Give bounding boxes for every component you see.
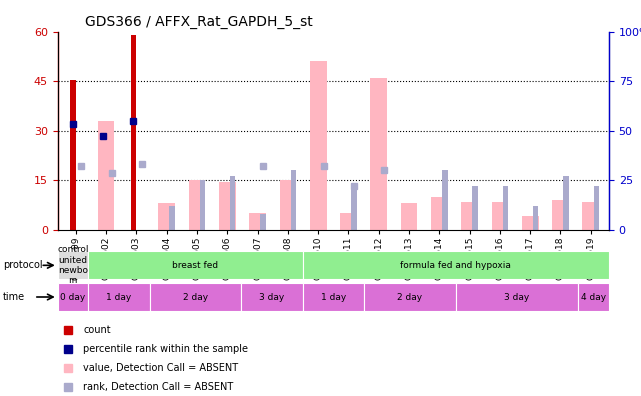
Bar — [158, 203, 175, 230]
Bar — [242, 283, 303, 311]
Bar — [169, 206, 175, 230]
Text: percentile rank within the sample: percentile rank within the sample — [83, 344, 248, 354]
Text: GDS366 / AFFX_Rat_GAPDH_5_st: GDS366 / AFFX_Rat_GAPDH_5_st — [85, 15, 313, 29]
Bar — [58, 251, 88, 279]
Bar — [583, 202, 599, 230]
Text: time: time — [3, 292, 26, 302]
Bar — [533, 206, 538, 230]
Text: value, Detection Call = ABSENT: value, Detection Call = ABSENT — [83, 363, 238, 373]
Bar — [98, 121, 115, 230]
Text: 3 day: 3 day — [260, 293, 285, 301]
Bar — [149, 283, 242, 311]
Bar — [563, 176, 569, 230]
Text: 2 day: 2 day — [183, 293, 208, 301]
Bar — [70, 80, 76, 230]
Bar — [492, 202, 508, 230]
Text: 0 day: 0 day — [60, 293, 86, 301]
Bar — [249, 213, 266, 230]
Bar — [88, 283, 149, 311]
Bar — [431, 197, 447, 230]
Text: formula fed and hypoxia: formula fed and hypoxia — [401, 261, 512, 270]
Text: protocol: protocol — [3, 260, 43, 270]
Text: breast fed: breast fed — [172, 261, 219, 270]
Bar — [310, 61, 326, 230]
Bar — [219, 182, 236, 230]
Bar — [594, 186, 599, 230]
Text: rank, Detection Call = ABSENT: rank, Detection Call = ABSENT — [83, 382, 233, 392]
Bar — [401, 203, 417, 230]
Bar — [370, 78, 387, 230]
Bar — [351, 186, 356, 230]
Bar — [88, 251, 303, 279]
Bar — [230, 176, 235, 230]
Bar — [578, 283, 609, 311]
Bar — [340, 213, 357, 230]
Bar — [290, 170, 296, 230]
Bar — [456, 283, 578, 311]
Bar — [503, 186, 508, 230]
Bar — [58, 283, 88, 311]
Bar — [200, 180, 205, 230]
Bar — [131, 35, 136, 230]
Bar — [279, 180, 296, 230]
Bar — [552, 200, 569, 230]
Bar — [303, 283, 364, 311]
Bar — [522, 217, 538, 230]
Text: 4 day: 4 day — [581, 293, 606, 301]
Bar — [442, 170, 447, 230]
Text: 3 day: 3 day — [504, 293, 529, 301]
Bar — [364, 283, 456, 311]
Text: control
united
newbo
rn: control united newbo rn — [57, 245, 88, 286]
Text: 2 day: 2 day — [397, 293, 422, 301]
Bar — [303, 251, 609, 279]
Text: 1 day: 1 day — [106, 293, 131, 301]
Text: count: count — [83, 326, 111, 335]
Bar — [472, 186, 478, 230]
Text: 1 day: 1 day — [320, 293, 346, 301]
Bar — [462, 202, 478, 230]
Bar — [188, 180, 205, 230]
Bar — [260, 214, 266, 230]
